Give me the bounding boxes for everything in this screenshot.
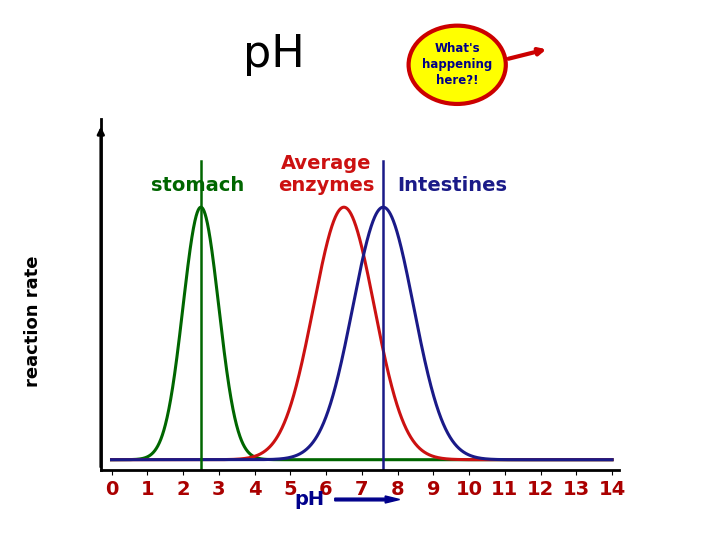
Text: What's
happening
here?!: What's happening here?! (422, 42, 492, 87)
Text: reaction rate: reaction rate (24, 255, 42, 387)
Text: Intestines: Intestines (397, 176, 508, 194)
Ellipse shape (408, 25, 505, 104)
Text: Average
enzymes: Average enzymes (278, 153, 374, 194)
Text: pH: pH (243, 32, 305, 76)
Text: pH: pH (294, 490, 325, 509)
Text: stomach: stomach (150, 176, 244, 194)
